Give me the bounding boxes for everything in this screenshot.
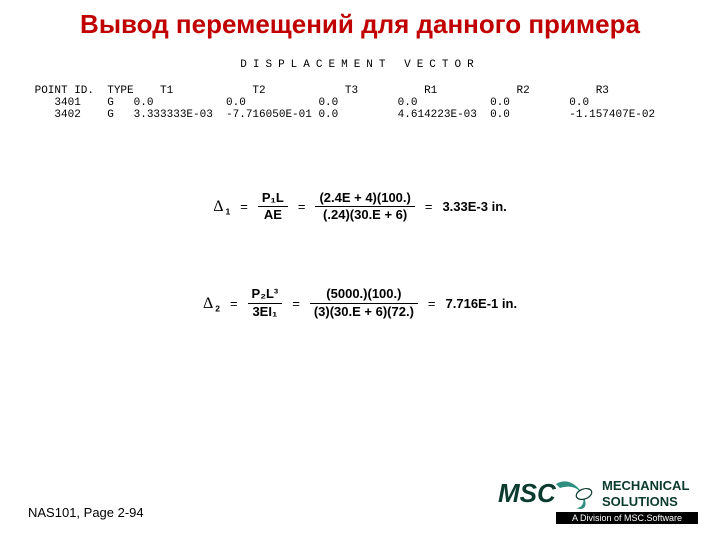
equals-icon: = [426, 296, 438, 311]
equation-2: Δ2 = P₂L³ 3EI₁ = (5000.)(100.) (3)(30.E … [0, 287, 720, 320]
eq1-frac-numeric: (2.4E + 4)(100.) (.24)(30.E + 6) [315, 191, 414, 224]
footer-page-ref: NAS101, Page 2-94 [28, 505, 144, 520]
logo-msc-text: MSC [498, 478, 557, 508]
eq2-frac-symbolic: P₂L³ 3EI₁ [248, 287, 283, 320]
eq2-result: 7.716E-1 in. [446, 296, 518, 311]
equals-icon: = [238, 199, 250, 214]
displacement-table: POINT ID. TYPE T1 T2 T3 R1 R2 R3 3401 G … [28, 85, 720, 121]
table-row: 3401 G 0.0 0.0 0.0 0.0 0.0 0.0 [28, 97, 589, 109]
eq1-result: 3.33E-3 in. [442, 199, 506, 214]
eq2-frac-numeric: (5000.)(100.) (3)(30.E + 6)(72.) [310, 287, 418, 320]
equals-icon: = [423, 199, 435, 214]
equation-1: Δ1 = P₁L AE = (2.4E + 4)(100.) (.24)(30.… [0, 191, 720, 224]
msc-logo: MSC MECHANICAL SOLUTIONS A Division of M… [498, 474, 698, 530]
eq1-frac-symbolic: P₁L AE [258, 191, 288, 224]
slide-title: Вывод перемещений для данного примера [0, 0, 720, 41]
delta-2-label: Δ2 [203, 295, 220, 314]
table-row: 3402 G 3.333333E-03 -7.716050E-01 0.0 4.… [28, 109, 655, 121]
logo-tagline-text: A Division of MSC.Software [572, 513, 682, 523]
delta-1-label: Δ1 [213, 198, 230, 217]
equals-icon: = [228, 296, 240, 311]
equals-icon: = [296, 199, 308, 214]
logo-mechanical-text: MECHANICAL [602, 478, 689, 493]
section-header: DISPLACEMENT VECTOR [0, 59, 720, 71]
logo-solutions-text: SOLUTIONS [602, 494, 678, 509]
table-header-row: POINT ID. TYPE T1 T2 T3 R1 R2 R3 [28, 85, 609, 97]
equals-icon: = [290, 296, 302, 311]
